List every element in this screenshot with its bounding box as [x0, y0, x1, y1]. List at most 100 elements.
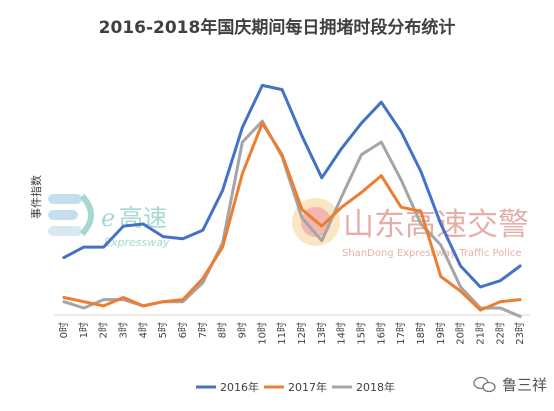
data-point-1-6 — [181, 298, 185, 301]
data-point-1-19 — [439, 275, 442, 278]
data-point-1-2 — [102, 304, 105, 308]
data-point-2-14 — [340, 195, 343, 198]
watermark-logo2-en: ShanDong Expressway Traffic Police — [342, 248, 522, 259]
data-point-0-14 — [340, 147, 343, 150]
data-point-2-10 — [261, 119, 264, 123]
wechat-account: 鲁三祥 — [473, 376, 547, 394]
data-point-1-9 — [241, 172, 244, 175]
data-point-2-0 — [62, 300, 66, 303]
data-point-1-3 — [122, 296, 125, 299]
data-point-2-18 — [419, 222, 423, 226]
series-line-0 — [62, 83, 522, 289]
data-point-1-4 — [142, 304, 145, 308]
watermark-logo1-sub: Expressway — [104, 236, 170, 249]
data-point-0-17 — [399, 130, 403, 133]
data-point-0-11 — [280, 88, 284, 91]
data-point-0-23 — [518, 264, 522, 268]
x-tick-label: 9时 — [236, 322, 248, 338]
x-tick-label: 8时 — [217, 322, 229, 338]
x-tick-label: 15时 — [355, 322, 367, 345]
data-point-0-18 — [419, 170, 423, 173]
data-point-0-6 — [181, 237, 185, 240]
data-point-0-0 — [62, 256, 66, 259]
data-point-2-16 — [380, 140, 383, 144]
data-point-1-14 — [340, 206, 343, 209]
x-tick-label: 11时 — [276, 322, 288, 345]
data-point-1-18 — [419, 210, 423, 213]
x-tick-label: 20时 — [455, 322, 467, 345]
watermark-logo1-text: 高速 — [119, 204, 167, 232]
data-point-2-1 — [82, 306, 85, 310]
x-tick-label: 0时 — [58, 322, 70, 338]
data-point-0-19 — [439, 222, 442, 226]
data-point-1-23 — [518, 298, 522, 301]
data-point-1-11 — [280, 153, 284, 156]
series-layer — [62, 83, 522, 318]
wechat-icon — [473, 376, 496, 393]
x-tick-label: 19时 — [435, 322, 447, 345]
data-point-2-22 — [499, 306, 502, 310]
data-point-0-2 — [102, 245, 105, 249]
x-tick-label: 10时 — [256, 322, 268, 345]
data-point-2-17 — [399, 178, 403, 182]
data-point-0-7 — [201, 229, 204, 232]
legend-label-1: 2017年 — [288, 380, 327, 394]
data-point-0-4 — [142, 222, 145, 226]
x-tick-label: 7时 — [197, 322, 209, 338]
x-tick-label: 4时 — [137, 322, 149, 338]
data-point-1-17 — [399, 206, 403, 209]
x-tick-label: 23时 — [514, 322, 526, 345]
data-point-1-22 — [499, 300, 502, 303]
data-point-2-2 — [102, 298, 105, 301]
x-tick-label: 22时 — [494, 322, 506, 345]
data-point-1-7 — [201, 277, 204, 280]
data-point-1-1 — [82, 300, 85, 303]
data-point-2-15 — [360, 153, 363, 156]
legend-label-2: 2018年 — [356, 380, 395, 394]
data-point-0-1 — [82, 245, 85, 249]
x-tick-label: 1时 — [78, 322, 90, 338]
data-point-0-20 — [459, 264, 462, 268]
legend-label-0: 2016年 — [220, 380, 259, 394]
chart-title: 2016-2018年国庆期间每日拥堵时段分布统计 — [99, 17, 456, 38]
data-point-2-12 — [300, 216, 304, 219]
data-point-2-7 — [201, 281, 204, 284]
x-tick-labels: 0时 1时 2时 3时 4时 5时 6时 7时 8时 9时 10时 11时 12时 13时 14时 15时 16… — [58, 322, 526, 345]
data-point-0-13 — [320, 176, 323, 179]
x-tick-label: 6时 — [177, 322, 189, 338]
data-point-1-20 — [459, 290, 462, 293]
data-point-0-10 — [261, 84, 264, 87]
x-tick-label: 14时 — [336, 322, 348, 345]
data-point-1-13 — [320, 224, 323, 228]
x-tick-label: 13时 — [316, 322, 328, 345]
x-tick-label: 2时 — [98, 322, 110, 338]
data-point-0-15 — [360, 122, 363, 125]
data-point-1-10 — [261, 122, 264, 125]
data-point-0-5 — [161, 235, 165, 238]
data-point-2-20 — [459, 285, 462, 289]
data-point-0-12 — [300, 134, 304, 137]
data-point-0-16 — [380, 101, 383, 104]
data-point-1-5 — [161, 300, 165, 303]
data-point-0-21 — [479, 285, 482, 289]
data-point-0-22 — [499, 279, 502, 282]
data-point-2-23 — [518, 315, 522, 318]
data-point-2-19 — [439, 243, 442, 247]
x-tick-label: 5时 — [157, 322, 169, 338]
data-point-1-0 — [62, 296, 66, 299]
data-point-0-3 — [122, 224, 125, 228]
wechat-account-name: 鲁三祥 — [502, 376, 547, 394]
x-tick-label: 17时 — [395, 322, 407, 345]
data-point-1-15 — [360, 191, 363, 194]
x-tick-label: 21时 — [474, 322, 486, 345]
x-tick-label: 3时 — [117, 322, 129, 338]
series-line-1 — [62, 121, 522, 312]
x-tick-label: 12时 — [296, 322, 308, 345]
data-point-1-8 — [221, 245, 224, 249]
expressway-watermark-logo: ℯ 高速 Expressway — [48, 193, 170, 249]
data-point-1-16 — [380, 174, 383, 177]
data-point-1-21 — [479, 308, 482, 312]
data-point-2-13 — [320, 239, 323, 242]
x-tick-label: 18时 — [415, 322, 427, 345]
